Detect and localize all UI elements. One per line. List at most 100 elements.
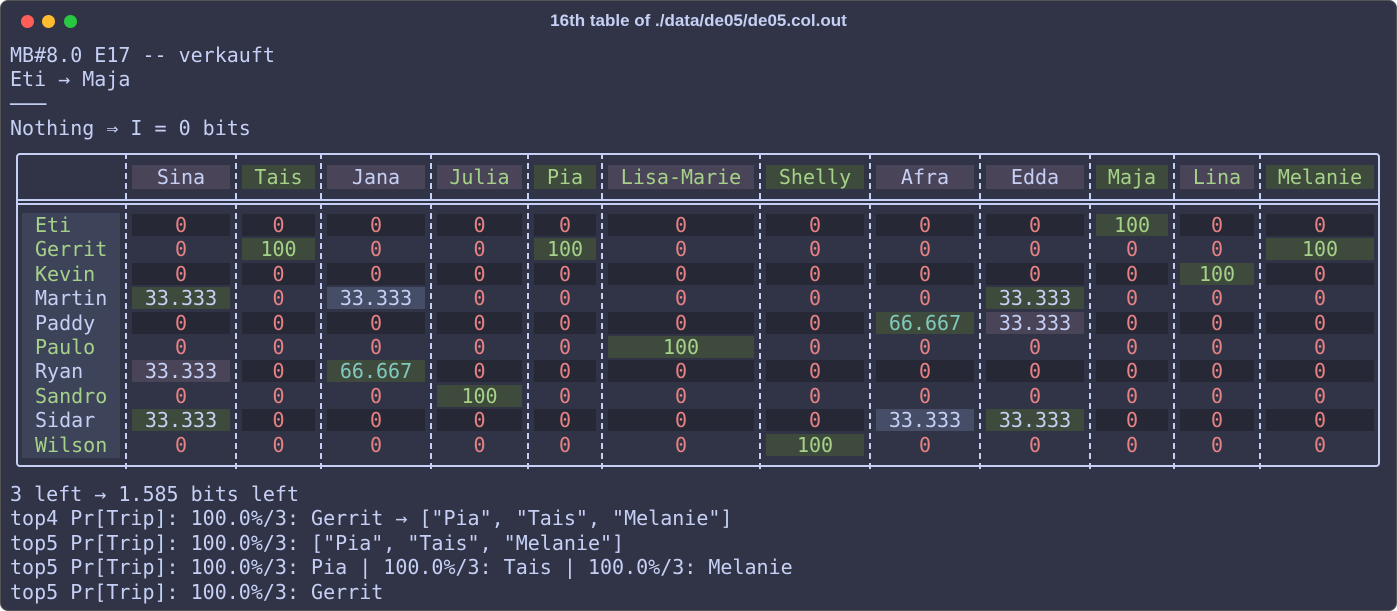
table-cell: 0 — [437, 409, 522, 432]
header-line: MB#8.0 E17 -- verkauft — [10, 43, 275, 67]
table-cell: 0 — [986, 262, 1084, 285]
table-cell: 0 — [1096, 360, 1168, 383]
table-cell: 33.333 — [132, 409, 230, 432]
table-cell: 0 — [1210, 432, 1224, 457]
table-cell: 0 — [1210, 335, 1224, 359]
table-cell: 0 — [272, 335, 285, 359]
table-cell: 0 — [369, 335, 383, 359]
row-label: Sidar — [35, 408, 96, 433]
table-cell: 0 — [534, 311, 596, 334]
table-cell: 0 — [534, 360, 596, 383]
footer-line: top5 Pr[Trip]: 100.0%/3: Pia | 100.0%/3:… — [10, 555, 793, 580]
header-rule — [16, 203, 1380, 205]
table-cell: 0 — [272, 432, 285, 457]
column-separator — [235, 153, 237, 469]
table-cell: 0 — [918, 432, 932, 457]
table-cell: 0 — [1096, 311, 1168, 334]
table-cell: 0 — [1180, 409, 1254, 432]
footer-line: top4 Pr[Trip]: 100.0%/3: Gerrit → ["Pia"… — [10, 506, 733, 531]
table-cell: 0 — [1028, 383, 1042, 408]
row-label: Eti — [35, 213, 72, 237]
table-cell: 0 — [1266, 409, 1374, 432]
table-cell: 0 — [608, 360, 754, 383]
table-cell: 0 — [174, 335, 188, 359]
table-cell: 100 — [766, 433, 864, 456]
table-cell: 0 — [876, 262, 974, 285]
table-cell: 0 — [473, 335, 486, 359]
table-cell: 33.333 — [986, 287, 1084, 310]
table-cell: 100 — [242, 238, 315, 261]
table-cell: 0 — [674, 383, 688, 408]
column-header: Melanie — [1266, 165, 1374, 189]
table-cell: 0 — [918, 335, 932, 359]
table-cell: 0 — [608, 214, 754, 236]
column-separator — [430, 153, 432, 469]
table-cell: 0 — [1028, 335, 1042, 359]
table-cell: 0 — [437, 311, 522, 334]
table-cell: 0 — [1125, 432, 1139, 457]
row-label: Sandro — [35, 383, 108, 408]
table-cell: 33.333 — [986, 311, 1084, 334]
table-cell: 0 — [918, 383, 932, 408]
table-cell: 0 — [1028, 432, 1042, 457]
table-cell: 33.333 — [132, 287, 230, 310]
table-cell: 0 — [1313, 383, 1327, 408]
table-cell: 0 — [1266, 360, 1374, 383]
column-separator — [1089, 153, 1091, 469]
table-cell: 0 — [242, 214, 315, 236]
table-cell: 0 — [1313, 286, 1327, 311]
table-cell: 0 — [534, 409, 596, 432]
column-header: Pia — [534, 165, 596, 189]
table-cell: 0 — [1313, 335, 1327, 359]
footer-line: 3 left → 1.585 bits left — [10, 482, 299, 506]
table-cell: 0 — [766, 311, 864, 334]
title-bar: 16th table of ./data/de05/de05.col.out — [1, 1, 1396, 43]
table-cell: 0 — [369, 237, 383, 262]
table-cell: 0 — [1266, 311, 1374, 334]
table-cell: 0 — [608, 409, 754, 432]
footer-line: top5 Pr[Trip]: 100.0%/3: Gerrit — [10, 579, 384, 604]
table-cell: 33.333 — [876, 409, 974, 432]
table-cell: 0 — [242, 360, 315, 383]
table-cell: 0 — [1028, 237, 1042, 262]
table-cell: 0 — [534, 214, 596, 236]
column-header: Jana — [327, 165, 425, 189]
table-cell: 0 — [272, 286, 285, 311]
table-cell: 0 — [174, 383, 188, 408]
table-cell: 0 — [766, 409, 864, 432]
table-cell: 0 — [1125, 286, 1139, 311]
column-header: Edda — [986, 165, 1084, 189]
table-cell: 0 — [1313, 432, 1327, 457]
row-label: Kevin — [35, 261, 96, 286]
table-cell: 0 — [1210, 237, 1224, 262]
table-cell: 0 — [327, 311, 425, 334]
table-cell: 0 — [1266, 262, 1374, 285]
column-header: Sina — [132, 165, 230, 189]
table-cell: 0 — [242, 262, 315, 285]
maximize-button[interactable] — [64, 15, 77, 28]
table-cell: 0 — [174, 432, 188, 457]
row-label: Ryan — [35, 359, 84, 384]
column-header: Afra — [876, 165, 974, 189]
column-separator — [979, 153, 981, 469]
table-cell: 0 — [558, 432, 572, 457]
table-cell: 100 — [534, 238, 596, 261]
table-cell: 100 — [608, 336, 754, 358]
column-separator — [869, 153, 871, 469]
table-cell: 0 — [1125, 237, 1139, 262]
column-separator — [601, 153, 603, 469]
column-header: Julia — [437, 165, 522, 189]
table-cell: 0 — [608, 262, 754, 285]
table-cell: 0 — [918, 237, 932, 262]
table-cell: 0 — [808, 237, 822, 262]
table-cell: 0 — [766, 262, 864, 285]
table-cell: 0 — [369, 432, 383, 457]
table-cell: 0 — [132, 214, 230, 236]
column-separator — [1259, 153, 1261, 469]
minimize-button[interactable] — [42, 15, 55, 28]
table-cell: 33.333 — [327, 287, 425, 310]
column-separator — [527, 153, 529, 469]
table-cell: 0 — [674, 237, 688, 262]
close-button[interactable] — [21, 15, 34, 28]
header-line: Eti → Maja — [10, 67, 131, 92]
